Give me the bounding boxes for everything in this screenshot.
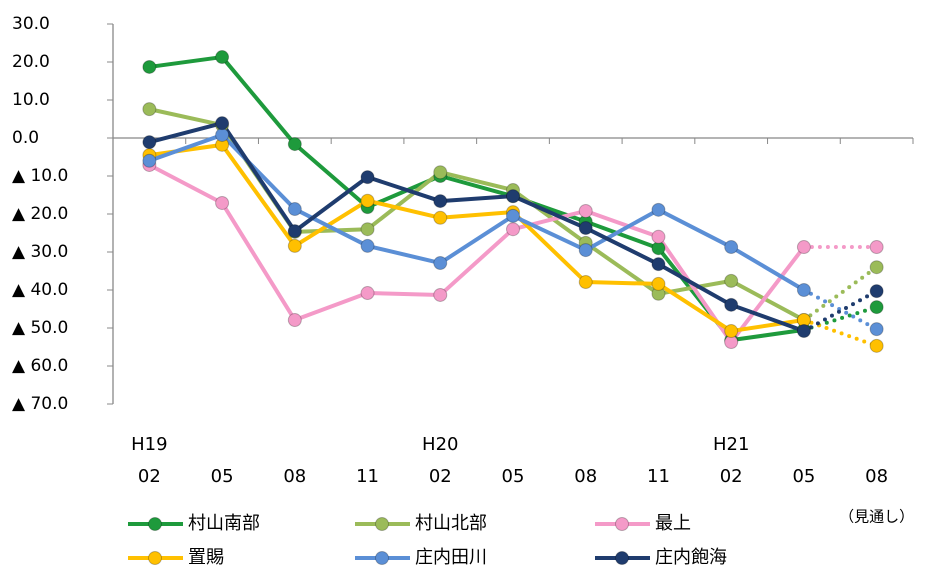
legend-label: 庄内飽海 [655, 547, 727, 568]
point [506, 189, 520, 204]
point [724, 324, 739, 339]
point [724, 273, 739, 288]
point [651, 276, 666, 291]
legend-marker [148, 551, 162, 565]
x-tick-label: 05 [792, 466, 815, 487]
y-tick-label: ▲ 10.0 [12, 166, 68, 186]
point [506, 208, 520, 223]
point [215, 116, 230, 131]
point [287, 238, 302, 253]
point [360, 286, 375, 301]
legend-label: 村山北部 [415, 513, 487, 534]
point [287, 313, 302, 328]
point [869, 300, 884, 315]
y-tick-label: ▲ 20.0 [12, 204, 68, 224]
series-line [148, 121, 805, 333]
point [360, 193, 375, 208]
series-line [148, 163, 806, 345]
point [360, 238, 375, 253]
y-tick-label: ▲ 30.0 [12, 242, 68, 262]
point [142, 102, 157, 117]
point [869, 284, 884, 299]
forecast-line [801, 318, 879, 348]
point [578, 203, 593, 218]
legend-marker [148, 517, 162, 531]
x-tick-label: 02 [138, 466, 161, 487]
point [578, 243, 593, 258]
legend-label: 最上 [655, 513, 691, 534]
forecast-line [801, 265, 879, 323]
y-tick-label: ▲ 40.0 [12, 280, 68, 300]
point [796, 240, 811, 255]
period-label: H20 [422, 434, 458, 455]
point [578, 221, 593, 236]
legend-marker [615, 517, 629, 531]
x-tick-label: 05 [502, 466, 525, 487]
point [433, 165, 448, 180]
point [287, 202, 302, 217]
point [215, 195, 230, 210]
series-line [149, 55, 805, 343]
legend-marker [375, 551, 389, 565]
y-tick-label: 0.0 [12, 128, 39, 148]
legend-label: 置賜 [188, 547, 224, 568]
series-line [148, 132, 805, 292]
period-label: H19 [131, 434, 167, 455]
x-tick-label: 11 [647, 466, 670, 487]
y-tick-label: 20.0 [12, 52, 50, 72]
legend-label: 庄内田川 [415, 547, 487, 568]
point [142, 153, 157, 168]
point [869, 260, 884, 275]
point [869, 240, 884, 255]
point [142, 59, 157, 74]
point [651, 229, 666, 244]
point [287, 224, 302, 239]
point [287, 137, 302, 152]
legend-label: 村山南部 [188, 513, 260, 534]
point [869, 322, 884, 337]
point [869, 338, 884, 353]
point [433, 256, 448, 271]
forecast-line [801, 305, 879, 332]
y-tick-label: ▲ 60.0 [12, 356, 68, 376]
forecast-line [801, 289, 879, 334]
point [724, 240, 739, 255]
forecast-line [801, 288, 879, 332]
point [215, 127, 230, 142]
point [506, 222, 520, 237]
forecast-label: （見通し） [839, 508, 914, 526]
point [651, 257, 666, 272]
point [578, 275, 593, 290]
x-tick-label: 08 [574, 466, 597, 487]
point [433, 287, 448, 302]
point [360, 170, 375, 185]
point [215, 50, 230, 65]
x-tick-label: 11 [356, 466, 379, 487]
y-tick-label: ▲ 70.0 [12, 394, 68, 414]
x-tick-label: 08 [283, 466, 306, 487]
series-line [149, 142, 805, 334]
legend-marker [615, 551, 629, 565]
point [142, 135, 157, 150]
x-tick-label: 02 [429, 466, 452, 487]
point [651, 202, 666, 217]
x-tick-label: 05 [211, 466, 234, 487]
y-tick-label: 30.0 [12, 14, 50, 34]
point [796, 283, 811, 297]
point [433, 210, 448, 225]
x-tick-label: 02 [720, 466, 743, 487]
legend-marker [375, 517, 389, 531]
y-tick-label: ▲ 50.0 [12, 318, 68, 338]
point [724, 297, 739, 312]
period-label: H21 [713, 434, 749, 455]
point [360, 222, 375, 237]
point [796, 324, 811, 339]
x-tick-label: 08 [865, 466, 888, 487]
y-tick-label: 10.0 [12, 90, 50, 110]
point [433, 194, 448, 209]
